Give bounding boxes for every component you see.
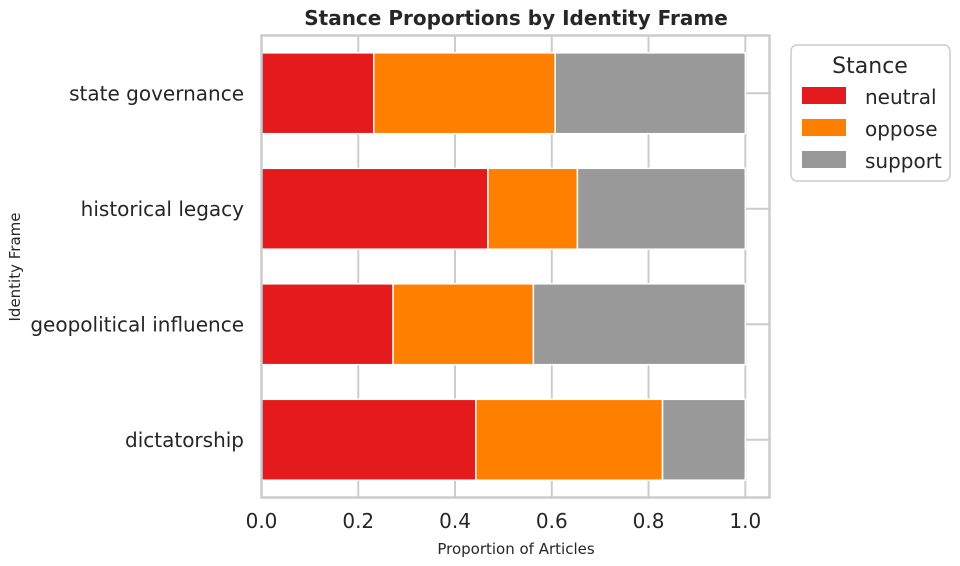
x-tick-label: 1.0 bbox=[729, 509, 761, 533]
legend-label: oppose bbox=[865, 117, 938, 141]
plot-frame bbox=[260, 34, 771, 499]
bar-segment bbox=[487, 167, 579, 250]
legend-label: support bbox=[865, 149, 942, 173]
bar-segment bbox=[372, 52, 556, 135]
bar-segment bbox=[532, 283, 747, 366]
x-tick-label: 0.2 bbox=[342, 509, 374, 533]
legend-frame bbox=[790, 44, 951, 182]
legend-swatch bbox=[802, 119, 846, 136]
bar-segment bbox=[392, 283, 535, 366]
legend-swatch bbox=[802, 151, 846, 168]
bar-segment bbox=[260, 398, 477, 481]
y-tick-label: dictatorship bbox=[125, 428, 244, 452]
legend-label: neutral bbox=[865, 85, 937, 109]
chart-title: Stance Proportions by Identity Frame bbox=[304, 6, 728, 30]
legend-title: Stance bbox=[832, 54, 908, 79]
legend: Stance neutral oppose support bbox=[790, 44, 951, 182]
x-tick-label: 0.4 bbox=[439, 509, 471, 533]
y-tick-label: geopolitical influence bbox=[30, 312, 244, 336]
legend-items: neutral oppose support bbox=[802, 85, 942, 173]
y-tick-labels: state governance historical legacy geopoli… bbox=[30, 81, 244, 452]
y-axis-label: Identity Frame bbox=[6, 213, 24, 322]
bar-segment bbox=[576, 167, 747, 250]
bars bbox=[260, 52, 747, 481]
y-tick-label: state governance bbox=[69, 81, 244, 105]
bar-segment bbox=[554, 52, 747, 135]
x-tick-label: 0.0 bbox=[246, 509, 278, 533]
bar-segment bbox=[260, 167, 489, 250]
bar-segment bbox=[661, 398, 747, 481]
bar-segment bbox=[260, 283, 394, 366]
bar-segment bbox=[260, 52, 375, 135]
x-tick-label: 0.6 bbox=[536, 509, 568, 533]
legend-swatch bbox=[802, 87, 846, 104]
y-tick-label: historical legacy bbox=[81, 197, 244, 221]
x-axis-label: Proportion of Articles bbox=[437, 540, 595, 558]
bar-segment bbox=[475, 398, 664, 481]
x-tick-labels: 0.0 0.2 0.4 0.6 0.8 1.0 bbox=[246, 509, 762, 533]
x-tick-label: 0.8 bbox=[633, 509, 665, 533]
